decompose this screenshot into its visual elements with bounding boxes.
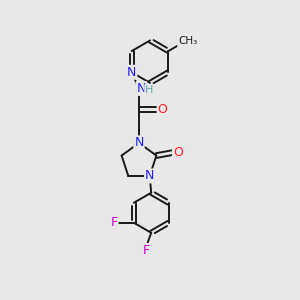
Text: N: N	[137, 82, 146, 95]
Text: CH₃: CH₃	[178, 37, 197, 46]
Text: O: O	[173, 146, 183, 159]
Text: F: F	[110, 216, 117, 229]
Text: O: O	[158, 103, 167, 116]
Text: F: F	[143, 244, 150, 257]
Text: N: N	[134, 136, 144, 149]
Text: N: N	[127, 66, 136, 79]
Text: H: H	[145, 85, 154, 95]
Text: N: N	[145, 169, 154, 182]
